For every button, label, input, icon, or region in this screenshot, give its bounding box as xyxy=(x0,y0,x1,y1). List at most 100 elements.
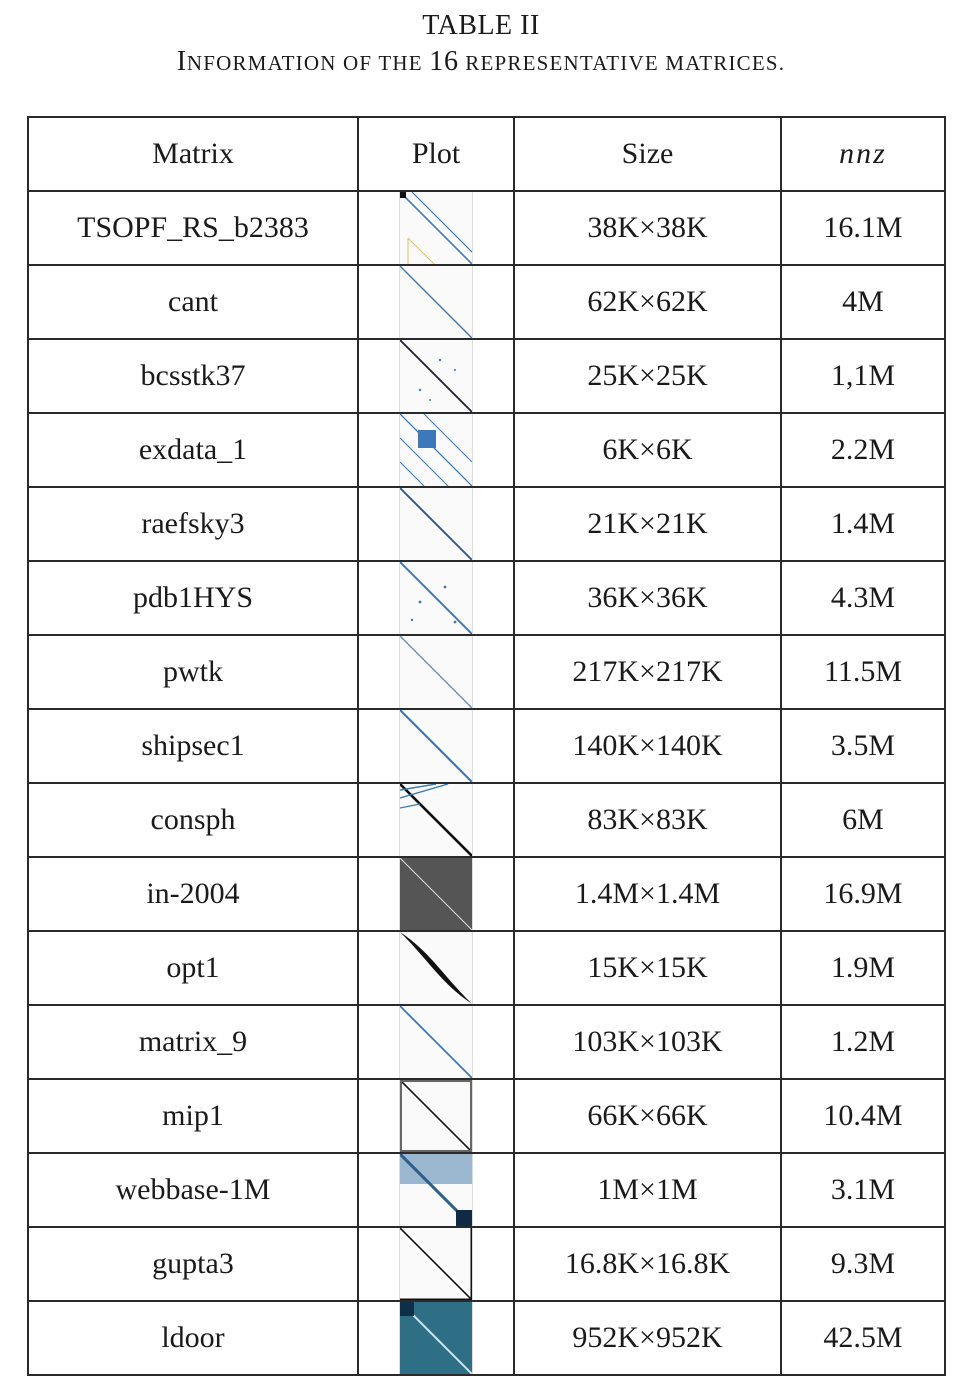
matrix-size: 15K×15K xyxy=(513,930,782,1006)
title-number: 16 xyxy=(429,46,459,77)
matrices-table: Matrix Plot Size nnz TSOPF_RS_b2383 38K×3… xyxy=(27,116,946,1376)
matrix-name: gupta3 xyxy=(27,1226,359,1302)
plot-cell xyxy=(357,190,515,266)
matrix-size: 1.4M×1.4M xyxy=(513,856,782,932)
matrix-name: raefsky3 xyxy=(27,486,359,562)
title-end: REPRESENTATIVE MATRICES. xyxy=(458,51,786,75)
table-row: exdata_1 6K×6K 2.2M xyxy=(27,412,946,488)
sparsity-plot-icon xyxy=(399,710,473,782)
matrix-nnz: 9.3M xyxy=(780,1226,946,1302)
table-row: pwtk 217K×217K 11.5M xyxy=(27,634,946,710)
matrix-name: shipsec1 xyxy=(27,708,359,784)
sparsity-plot-icon xyxy=(399,932,473,1004)
matrix-name: matrix_9 xyxy=(27,1004,359,1080)
table-row: webbase-1M 1M×1M 3.1M xyxy=(27,1152,946,1228)
matrix-nnz: 1.9M xyxy=(780,930,946,1006)
plot-cell xyxy=(357,708,515,784)
sparsity-plot-icon xyxy=(399,1228,473,1300)
sparsity-plot-icon xyxy=(399,562,473,634)
matrix-size: 21K×21K xyxy=(513,486,782,562)
matrix-nnz: 4.3M xyxy=(780,560,946,636)
table-row: mip1 66K×66K 10.4M xyxy=(27,1078,946,1154)
matrix-nnz: 16.1M xyxy=(780,190,946,266)
header-plot: Plot xyxy=(357,116,515,192)
matrix-nnz: 11.5M xyxy=(780,634,946,710)
matrix-size: 36K×36K xyxy=(513,560,782,636)
header-row: Matrix Plot Size nnz xyxy=(27,116,946,192)
sparsity-plot-icon xyxy=(399,1302,473,1374)
matrix-size: 217K×217K xyxy=(513,634,782,710)
table-row: consph 83K×83K 6M xyxy=(27,782,946,858)
table-row: opt1 15K×15K 1.9M xyxy=(27,930,946,1006)
plot-cell xyxy=(357,782,515,858)
matrix-size: 25K×25K xyxy=(513,338,782,414)
plot-cell xyxy=(357,856,515,932)
matrix-name: mip1 xyxy=(27,1078,359,1154)
matrix-size: 38K×38K xyxy=(513,190,782,266)
plot-cell xyxy=(357,486,515,562)
table-row: matrix_9 103K×103K 1.2M xyxy=(27,1004,946,1080)
matrix-nnz: 3.1M xyxy=(780,1152,946,1228)
matrix-size: 62K×62K xyxy=(513,264,782,340)
table-row: cant 62K×62K 4M xyxy=(27,264,946,340)
sparsity-plot-icon xyxy=(399,1154,473,1226)
plot-cell xyxy=(357,930,515,1006)
matrix-name: exdata_1 xyxy=(27,412,359,488)
sparsity-plot-icon xyxy=(399,488,473,560)
table-title: INFORMATION OF THE 16 REPRESENTATIVE MAT… xyxy=(0,46,962,78)
matrix-name: ldoor xyxy=(27,1300,359,1376)
matrix-name: in-2004 xyxy=(27,856,359,932)
plot-cell xyxy=(357,1004,515,1080)
matrix-nnz: 10.4M xyxy=(780,1078,946,1154)
matrix-name: pdb1HYS xyxy=(27,560,359,636)
matrix-size: 83K×83K xyxy=(513,782,782,858)
table-row: gupta3 16.8K×16.8K 9.3M xyxy=(27,1226,946,1302)
plot-cell xyxy=(357,560,515,636)
sparsity-plot-icon xyxy=(399,266,473,338)
matrix-nnz: 1,1M xyxy=(780,338,946,414)
plot-cell xyxy=(357,1226,515,1302)
matrix-nnz: 16.9M xyxy=(780,856,946,932)
table-row: shipsec1 140K×140K 3.5M xyxy=(27,708,946,784)
title-rest: NFORMATION OF THE xyxy=(186,51,430,75)
sparsity-plot-icon xyxy=(399,636,473,708)
sparsity-plot-icon xyxy=(399,858,473,930)
matrix-size: 1M×1M xyxy=(513,1152,782,1228)
matrix-name: cant xyxy=(27,264,359,340)
sparsity-plot-icon xyxy=(399,1006,473,1078)
matrix-size: 103K×103K xyxy=(513,1004,782,1080)
title-initial: I xyxy=(176,46,187,77)
matrix-size: 16.8K×16.8K xyxy=(513,1226,782,1302)
matrix-size: 66K×66K xyxy=(513,1078,782,1154)
table-label: TABLE II xyxy=(422,10,540,41)
plot-cell xyxy=(357,1300,515,1376)
matrix-name: consph xyxy=(27,782,359,858)
sparsity-plot-icon xyxy=(399,340,473,412)
table-row: bcsstk37 25K×25K 1,1M xyxy=(27,338,946,414)
header-nnz: nnz xyxy=(780,116,946,192)
plot-cell xyxy=(357,338,515,414)
table-row: in-2004 1.4M×1.4M 16.9M xyxy=(27,856,946,932)
header-size: Size xyxy=(513,116,782,192)
sparsity-plot-icon xyxy=(399,1080,473,1152)
sparsity-plot-icon xyxy=(399,192,473,264)
table-row: TSOPF_RS_b2383 38K×38K 16.1M xyxy=(27,190,946,266)
matrix-nnz: 4M xyxy=(780,264,946,340)
table-row: pdb1HYS 36K×36K 4.3M xyxy=(27,560,946,636)
matrix-nnz: 42.5M xyxy=(780,1300,946,1376)
plot-cell xyxy=(357,1078,515,1154)
table-row: raefsky3 21K×21K 1.4M xyxy=(27,486,946,562)
matrix-nnz: 3.5M xyxy=(780,708,946,784)
header-matrix: Matrix xyxy=(27,116,359,192)
matrix-name: pwtk xyxy=(27,634,359,710)
sparsity-plot-icon xyxy=(399,784,473,856)
matrix-name: bcsstk37 xyxy=(27,338,359,414)
matrix-name: webbase-1M xyxy=(27,1152,359,1228)
matrix-nnz: 6M xyxy=(780,782,946,858)
plot-cell xyxy=(357,412,515,488)
matrix-size: 140K×140K xyxy=(513,708,782,784)
sparsity-plot-icon xyxy=(399,414,473,486)
matrix-size: 952K×952K xyxy=(513,1300,782,1376)
matrix-nnz: 2.2M xyxy=(780,412,946,488)
table-body: TSOPF_RS_b2383 38K×38K 16.1M cant 62K×62K 4M b… xyxy=(27,190,946,1376)
